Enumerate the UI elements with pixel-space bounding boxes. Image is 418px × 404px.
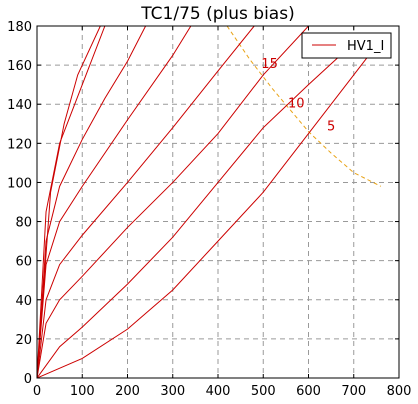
- chart-title: TC1/75 (plus bias): [140, 4, 294, 24]
- y-tick-label: 80: [15, 216, 32, 231]
- x-tick-label: 600: [296, 384, 321, 399]
- y-tick-label: 60: [15, 255, 32, 270]
- series-line-1: [37, 51, 373, 378]
- legend-box: [301, 32, 392, 59]
- series-layer: [37, 26, 373, 378]
- reference-curve-layer: [226, 26, 382, 187]
- y-tick-label: 40: [15, 294, 32, 309]
- annotation-layer: 15 10 5: [261, 57, 335, 135]
- series-line-6: [37, 26, 147, 378]
- y-tick-label: 160: [7, 59, 32, 74]
- legend: HV1_I: [301, 32, 392, 59]
- series-line-5: [37, 26, 192, 378]
- curve-annotation: 5: [327, 120, 335, 135]
- series-line-7: [37, 26, 106, 378]
- y-tick-label: 20: [15, 333, 32, 348]
- reference-curve: [226, 26, 382, 187]
- x-tick-label: 400: [206, 384, 231, 399]
- x-tick-label: 0: [33, 384, 41, 399]
- y-tick-label: 100: [7, 176, 32, 191]
- x-tick-label: 100: [70, 384, 95, 399]
- y-tick-label: 140: [7, 98, 32, 113]
- curve-annotation: 10: [288, 96, 305, 111]
- grid: [37, 26, 399, 378]
- series-line-3: [37, 26, 309, 378]
- y-tick-label: 180: [7, 20, 32, 35]
- x-tick-label: 300: [160, 384, 185, 399]
- series-line-4: [37, 26, 255, 378]
- curve-annotation: 15: [261, 57, 278, 72]
- legend-label: HV1_I: [347, 39, 384, 54]
- y-tick-label: 0: [24, 372, 32, 387]
- series-line-8: [37, 26, 101, 378]
- y-tick-label: 120: [7, 137, 32, 152]
- x-tick-label: 800: [387, 384, 412, 399]
- x-tick-label: 700: [341, 384, 366, 399]
- tick-layer: 0 100 200 300 400 500 600 700 800 0 20 40 60 80 100 120…: [7, 20, 411, 399]
- x-tick-label: 500: [251, 384, 276, 399]
- series-line-2: [37, 51, 346, 378]
- x-tick-label: 200: [115, 384, 140, 399]
